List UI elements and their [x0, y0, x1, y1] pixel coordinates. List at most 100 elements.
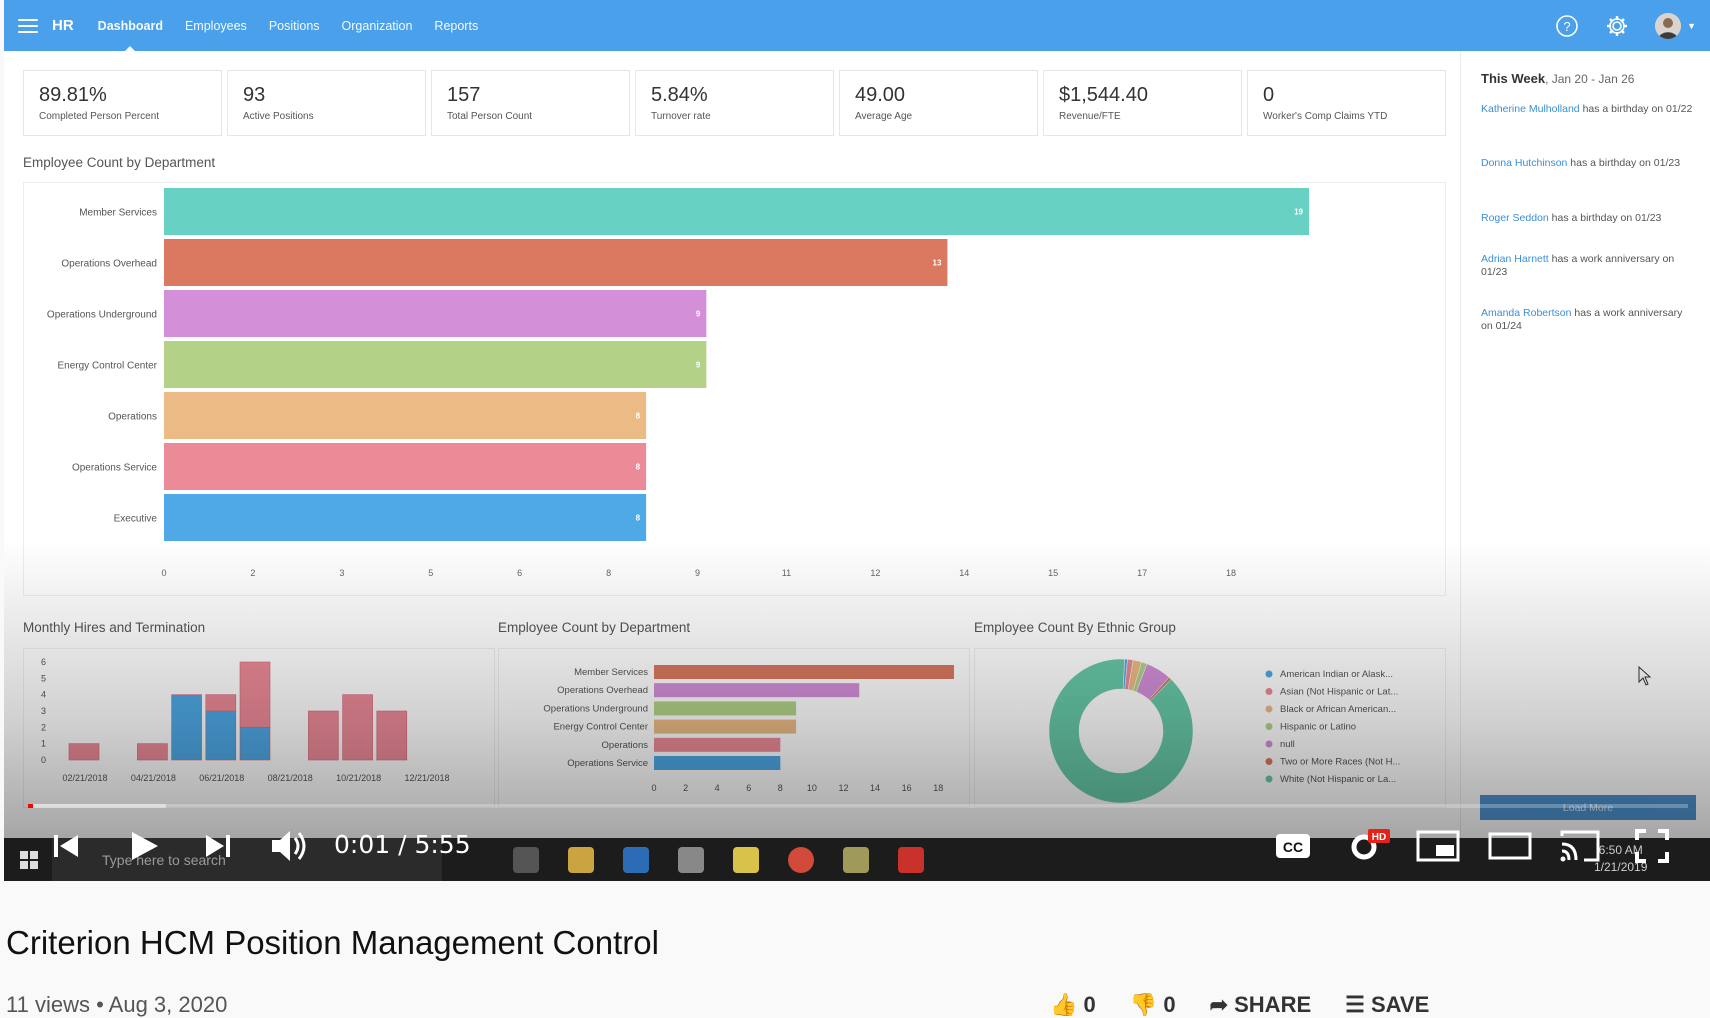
sticky-notes-icon[interactable] [733, 847, 759, 873]
bar-value-label: 8 [636, 514, 641, 523]
event-item: Donna Hutchinson has a birthday on 01/23 [1481, 157, 1696, 170]
play-icon[interactable] [126, 828, 162, 864]
hires-chart-panel: 0 1 2 3 4 5 6 02/21/2018 04/21/2018 06/21/2018 08/… [23, 648, 495, 808]
y-tick-label: 3 [41, 706, 46, 716]
share-icon: ➦ [1209, 992, 1228, 1017]
save-button[interactable]: ☰ SAVE [1345, 992, 1429, 1018]
legend-swatch [1265, 740, 1273, 748]
donut-slice [1048, 658, 1194, 804]
legend-swatch [1265, 705, 1273, 713]
bar [164, 290, 707, 337]
tab-employees[interactable]: Employees [184, 18, 247, 33]
next-icon[interactable] [202, 830, 234, 862]
person-link[interactable]: Adrian Harnett [1481, 253, 1549, 265]
windows-start-icon[interactable] [20, 851, 38, 869]
tab-positions[interactable]: Positions [268, 18, 320, 33]
bar-value-label: 13 [933, 259, 942, 268]
stat-value: 5.84% [651, 84, 708, 106]
svg-text:HD: HD [1372, 832, 1386, 843]
event-item: Amanda Robertson has a work anniversary … [1481, 307, 1696, 333]
stat-label: Worker's Comp Claims YTD [1263, 111, 1388, 122]
taskbar-date: 1/21/2019 [1594, 860, 1648, 874]
settings-hd-icon[interactable]: HD [1348, 826, 1390, 864]
sidebar-heading: This Week, Jan 20 - Jan 26 [1481, 71, 1634, 86]
x-tick-label: 0 [161, 568, 166, 578]
lock-app-icon[interactable] [513, 847, 539, 873]
app-icon[interactable] [843, 847, 869, 873]
taskbar-time: 6:50 AM [1598, 843, 1643, 857]
menu-icon[interactable] [18, 18, 38, 33]
bar-value-label: 19 [1294, 208, 1303, 217]
event-text: has a work anniversary on 01/24 [1481, 307, 1683, 332]
chevron-down-icon[interactable]: ▼ [1687, 20, 1696, 31]
tab-dashboard[interactable]: Dashboard [97, 18, 163, 51]
bar-category-label: Member Services [574, 667, 648, 678]
x-tick-label: 6 [746, 783, 751, 793]
stat-value: 93 [243, 84, 266, 106]
main-chart-panel: Member Services 19 Operations Overhead 13 Op… [23, 182, 1446, 596]
stat-value: 0 [1263, 84, 1275, 106]
cast-icon[interactable] [1558, 828, 1602, 864]
video-actions: 👍 0 👎 0 ➦ SHARE ☰ SAVE [1050, 992, 1429, 1018]
x-tick-label: 08/21/2018 [268, 773, 313, 783]
x-tick-label: 2 [250, 568, 255, 578]
person-link[interactable]: Donna Hutchinson [1481, 157, 1568, 169]
x-tick-label: 3 [339, 568, 344, 578]
app-icon[interactable] [678, 847, 704, 873]
video-player[interactable]: HR Dashboard Employees Positions Organiz… [4, 0, 1710, 881]
help-icon[interactable]: ? [1555, 14, 1579, 38]
like-button[interactable]: 👍 0 [1050, 992, 1096, 1018]
this-week-sidebar: This Week, Jan 20 - Jan 26 Katherine Mul… [1460, 51, 1710, 838]
x-tick-label: 10/21/2018 [336, 773, 381, 783]
stat-label: Average Age [855, 111, 913, 122]
app-icon[interactable] [898, 847, 924, 873]
user-avatar[interactable] [1655, 12, 1682, 39]
bar-value-label: 9 [696, 361, 701, 370]
stat-label: Active Positions [243, 111, 314, 122]
thumbs-down-icon: 👎 [1129, 992, 1158, 1017]
taskbar-search[interactable]: Type here to search [52, 838, 442, 881]
video-progress-bar[interactable] [28, 804, 1688, 808]
person-link[interactable]: Katherine Mulholland [1481, 103, 1580, 115]
legend-swatch [1265, 758, 1273, 765]
share-label: SHARE [1234, 992, 1312, 1017]
column-segment [239, 661, 271, 728]
tab-reports[interactable]: Reports [434, 18, 479, 33]
legend-swatch [1265, 670, 1273, 678]
tab-organization[interactable]: Organization [341, 18, 413, 33]
brand-logo[interactable]: HR [52, 17, 74, 34]
person-link[interactable]: Amanda Robertson [1481, 307, 1572, 319]
x-tick-label: 6 [517, 568, 522, 578]
y-tick-label: 2 [41, 722, 46, 732]
share-button[interactable]: ➦ SHARE [1210, 992, 1312, 1018]
person-link[interactable]: Roger Seddon [1481, 212, 1549, 224]
captions-icon[interactable]: CC [1274, 830, 1312, 862]
bar [164, 239, 948, 286]
miniplayer-icon[interactable] [1416, 830, 1460, 862]
outlook-icon[interactable] [623, 847, 649, 873]
chrome-icon[interactable] [788, 847, 814, 873]
x-tick-label: 17 [1137, 568, 1147, 578]
main-chart-title: Employee Count by Department [23, 155, 216, 170]
dislike-button[interactable]: 👎 0 [1130, 992, 1176, 1018]
top-nav-bar: HR Dashboard Employees Positions Organiz… [4, 0, 1710, 51]
settings-gear-icon[interactable] [1605, 14, 1629, 38]
theater-mode-icon[interactable] [1488, 830, 1532, 862]
video-meta: 11 views • Aug 3, 2020 [6, 992, 228, 1017]
time-display: 0:01 / 5:55 [334, 830, 471, 859]
dept-small-chart-panel: Member Services Operations Overhead Operat… [498, 648, 970, 808]
dept-small-chart-title: Employee Count by Department [498, 620, 691, 635]
fullscreen-icon[interactable] [1634, 828, 1670, 864]
folder-icon[interactable] [568, 847, 594, 873]
load-more-button[interactable]: Load More [1480, 795, 1696, 820]
volume-icon[interactable] [268, 827, 310, 865]
stat-label: Total Person Count [447, 111, 533, 122]
previous-icon[interactable] [50, 830, 82, 862]
x-tick-label: 10 [807, 783, 817, 793]
x-tick-label: 02/21/2018 [62, 773, 107, 783]
stat-value: $1,544.40 [1059, 84, 1148, 106]
x-tick-label: 8 [778, 783, 783, 793]
stat-label: Turnover rate [651, 111, 711, 122]
x-tick-label: 18 [933, 783, 943, 793]
legend-swatch [1265, 688, 1273, 695]
